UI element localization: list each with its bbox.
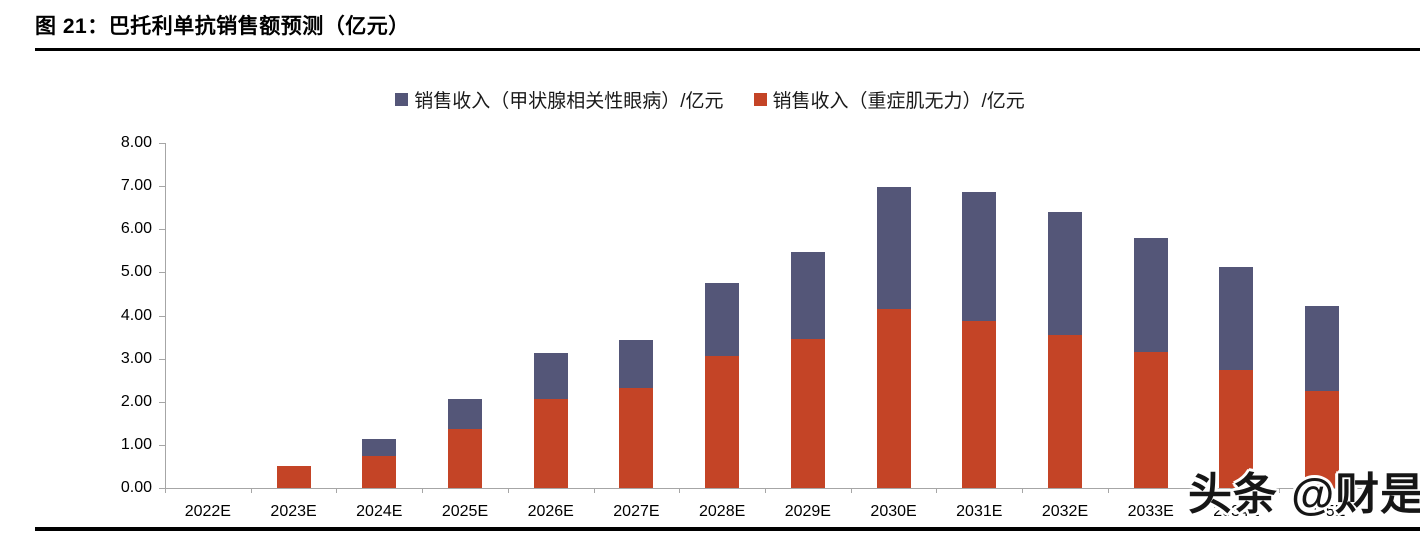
bar-segment-ted bbox=[362, 439, 397, 456]
x-axis-label: 2024E bbox=[356, 503, 403, 520]
x-axis-label: 2035E bbox=[1299, 503, 1346, 520]
bar-segment-mg bbox=[962, 321, 997, 488]
bar-segment-ted bbox=[1048, 212, 1082, 335]
y-tick bbox=[159, 186, 165, 188]
bar-segment-ted bbox=[1219, 267, 1254, 370]
x-axis-label: 2022E bbox=[184, 503, 231, 520]
x-axis-label: 2026E bbox=[527, 503, 574, 520]
x-tick bbox=[507, 488, 509, 493]
legend-swatch-icon bbox=[753, 92, 767, 106]
legend-label: 销售收入（甲状腺相关性眼病）/亿元 bbox=[414, 90, 724, 112]
bar-segment-ted bbox=[1133, 237, 1168, 352]
x-tick bbox=[765, 488, 766, 493]
bar-segment-mg bbox=[533, 399, 568, 488]
bar-segment-mg bbox=[790, 339, 825, 488]
bar-segment-ted bbox=[448, 398, 482, 429]
y-tick bbox=[159, 488, 165, 489]
bar-segment-mg bbox=[705, 355, 740, 488]
x-tick bbox=[593, 488, 595, 493]
y-axis-label: 1.00 bbox=[120, 435, 152, 453]
legend-swatch-icon bbox=[395, 92, 409, 106]
y-axis-label: 5.00 bbox=[120, 263, 152, 281]
x-axis-label: 2025E bbox=[441, 503, 489, 520]
bar-segment-ted bbox=[619, 339, 654, 388]
x-tick bbox=[422, 488, 424, 493]
x-axis-label: 2023E bbox=[270, 503, 317, 520]
bar-segment-ted bbox=[962, 192, 997, 322]
y-tick bbox=[159, 143, 165, 144]
y-axis-label: 8.00 bbox=[120, 134, 152, 151]
watermark: 头条 @财是 bbox=[1188, 470, 1420, 519]
legend-item: 销售收入（甲状腺相关性眼病）/亿元 bbox=[395, 86, 724, 113]
bar-segment-mg bbox=[448, 428, 482, 488]
y-tick bbox=[159, 272, 165, 274]
x-tick bbox=[679, 488, 681, 493]
bar-segment-mg bbox=[1219, 369, 1254, 488]
x-tick bbox=[1107, 488, 1109, 493]
y-axis-line bbox=[165, 143, 166, 488]
x-axis-label: 2030E bbox=[870, 503, 917, 520]
figure-title: 图 21：巴托利单抗销售额预测（亿元） bbox=[35, 15, 410, 38]
y-tick bbox=[159, 444, 165, 446]
bar-segment-ted bbox=[790, 251, 825, 340]
y-tick bbox=[159, 401, 165, 403]
title-underline bbox=[35, 48, 1420, 51]
y-axis-label: 3.00 bbox=[120, 349, 152, 367]
x-axis-label: 2031E bbox=[956, 503, 1003, 520]
bar-segment-mg bbox=[1048, 334, 1082, 488]
x-axis-label: 2027E bbox=[613, 503, 660, 520]
bar-segment-ted bbox=[705, 283, 740, 356]
bar-segment-mg bbox=[1305, 390, 1340, 488]
bar-segment-mg bbox=[362, 455, 397, 488]
x-tick bbox=[850, 488, 852, 493]
x-tick bbox=[165, 488, 166, 493]
x-tick bbox=[1279, 488, 1281, 493]
x-axis-label: 2029E bbox=[784, 503, 831, 520]
x-tick bbox=[1022, 488, 1024, 493]
y-axis-label: 7.00 bbox=[120, 177, 152, 195]
bar-segment-ted bbox=[1305, 305, 1340, 391]
bottom-rule bbox=[35, 527, 1420, 531]
bar-segment-mg bbox=[876, 309, 911, 488]
y-tick bbox=[159, 229, 165, 231]
x-tick bbox=[1193, 488, 1195, 493]
x-tick bbox=[1365, 488, 1366, 493]
x-axis-label: 2028E bbox=[699, 503, 746, 520]
x-axis-label: 2034E bbox=[1213, 503, 1260, 520]
x-tick bbox=[936, 488, 938, 493]
y-axis-label: 6.00 bbox=[120, 220, 152, 238]
y-axis-label: 2.00 bbox=[120, 392, 152, 410]
x-axis-label: 2032E bbox=[1041, 503, 1089, 520]
bar-segment-mg bbox=[276, 466, 311, 488]
legend-label: 销售收入（重症肌无力）/亿元 bbox=[772, 90, 1025, 112]
y-axis-label: 4.00 bbox=[120, 306, 152, 324]
bar-segment-ted bbox=[533, 353, 568, 400]
bar-segment-ted bbox=[876, 187, 911, 310]
y-tick bbox=[159, 315, 165, 317]
chart-legend: 销售收入（甲状腺相关性眼病）/亿元 销售收入（重症肌无力）/亿元 bbox=[0, 86, 1420, 112]
y-tick bbox=[159, 358, 165, 360]
x-axis-label: 2033E bbox=[1127, 503, 1174, 520]
bar-segment-mg bbox=[1133, 351, 1168, 488]
bar-segment-mg bbox=[619, 387, 654, 488]
x-tick bbox=[336, 488, 338, 493]
x-tick bbox=[250, 488, 252, 493]
x-axis-line bbox=[165, 488, 1369, 489]
legend-item: 销售收入（重症肌无力）/亿元 bbox=[753, 86, 1025, 113]
y-axis-label: 0.00 bbox=[120, 479, 152, 496]
